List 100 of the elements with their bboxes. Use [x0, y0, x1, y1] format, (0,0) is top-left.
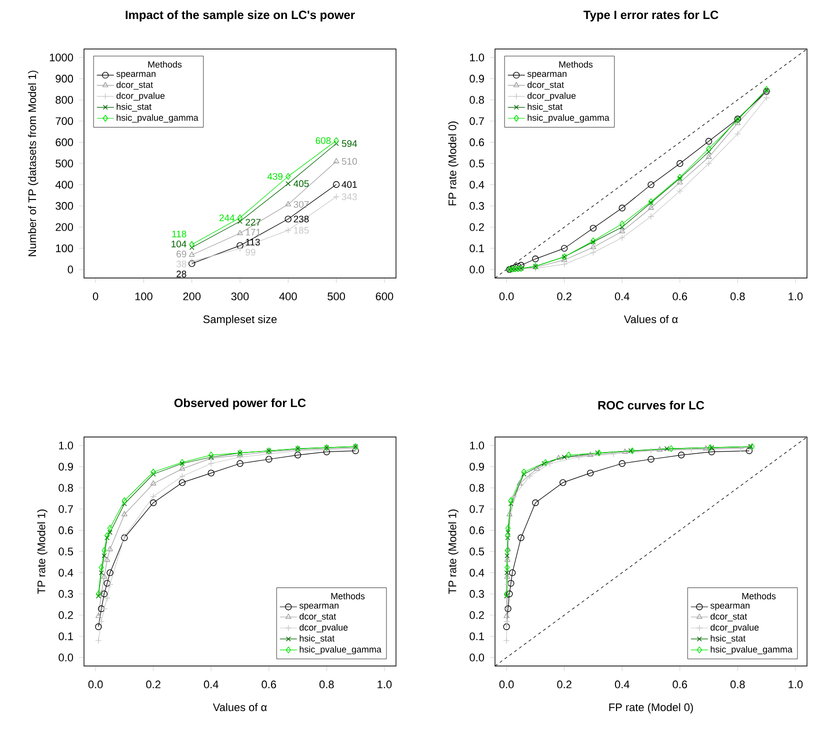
x-tick-label: 0.4	[204, 680, 218, 688]
chart-title: Observed power for LC	[174, 398, 306, 410]
x-axis-title: Sampleset size	[203, 315, 277, 326]
y-tick-label: 0.7	[470, 505, 484, 513]
y-tick-label: 0.0	[58, 654, 74, 662]
x-tick-label: 0.6	[672, 292, 688, 300]
x-tick-label: 1.0	[788, 292, 803, 300]
legend-title: Methods	[331, 592, 365, 600]
y-tick-label: 1.0	[470, 442, 484, 450]
legend-label: spearman	[299, 604, 338, 610]
legend-label: spearman	[527, 72, 566, 79]
legend-label: dcor_pvalue	[710, 624, 759, 632]
x-axis-title: Values of α	[212, 703, 267, 712]
y-tick-label: 0.6	[470, 526, 484, 534]
legend-label: spearman	[116, 72, 156, 79]
y-tick-label: 0.3	[58, 590, 73, 598]
x-tick-label: 0.8	[730, 292, 745, 300]
data-label: 171	[246, 228, 261, 236]
data-label: 238	[294, 216, 309, 222]
legend-label: hsic_stat	[116, 103, 152, 112]
y-tick-label: 300	[56, 202, 74, 210]
legend-label: hsic_stat	[710, 634, 746, 644]
y-tick-label: 0.0	[470, 266, 484, 274]
y-tick-label: 0.3	[470, 202, 484, 210]
legend-label: hsic_stat	[528, 103, 562, 112]
legend-title: Methods	[559, 61, 593, 68]
y-tick-label: 0.3	[470, 590, 484, 598]
x-tick-label: 1.0	[378, 680, 392, 688]
y-tick-label: 700	[56, 117, 74, 125]
y-tick-label: 0.2	[470, 611, 484, 619]
y-axis-title: TP rate (Model 1)	[448, 510, 458, 594]
y-tick-label: 100	[56, 244, 74, 252]
y-tick-label: 0.1	[470, 244, 484, 252]
y-axis-title: FP rate (Model 0)	[448, 122, 458, 206]
x-tick-label: 0.2	[557, 680, 572, 688]
x-tick-label: 0.4	[614, 292, 630, 300]
legend-label: dcor_pvalue	[116, 92, 165, 101]
y-axis-title: Number of TP (datasets from Model 1)	[28, 70, 38, 256]
legend-label: hsic_pvalue_gamma	[300, 646, 382, 654]
y-tick-label: 0.5	[470, 160, 484, 168]
data-label: 28	[176, 270, 186, 278]
data-label: 439	[267, 173, 282, 180]
data-label: 405	[294, 180, 309, 187]
y-tick-label: 0.4	[58, 568, 74, 577]
y-tick-label: 0.6	[470, 138, 484, 146]
x-tick-label: 0	[92, 292, 98, 300]
y-tick-label: 0.4	[470, 180, 484, 189]
chart-title: ROC curves for LC	[598, 400, 704, 410]
data-label: 594	[342, 140, 358, 147]
data-label: 104	[172, 240, 186, 248]
y-axis-title: TP rate (Model 1)	[37, 510, 48, 594]
y-tick-label: 0.7	[58, 505, 73, 513]
y-tick-label: 0.9	[470, 74, 484, 83]
y-tick-label: 0.1	[470, 632, 484, 640]
data-label: 69	[176, 250, 186, 258]
x-tick-label: 100	[135, 292, 152, 300]
x-tick-label: 0.0	[88, 680, 103, 688]
legend-label: dcor_stat	[710, 613, 748, 622]
y-tick-label: 1000	[50, 54, 74, 62]
y-tick-label: 800	[56, 96, 74, 104]
x-tick-label: 0.4	[614, 680, 630, 688]
y-tick-label: 500	[56, 160, 74, 168]
data-label: 307	[294, 201, 309, 208]
y-tick-label: 1.0	[59, 442, 74, 450]
chart-title: Type I error rates for LC	[583, 10, 718, 22]
x-axis-title: FP rate (Model 0)	[609, 703, 693, 714]
y-tick-label: 0.8	[470, 484, 484, 492]
y-tick-label: 0.2	[58, 611, 73, 619]
x-tick-label: 0.2	[557, 292, 572, 300]
data-label: 510	[342, 158, 357, 165]
y-tick-label: 0.1	[58, 632, 73, 640]
data-label: 113	[246, 238, 260, 246]
chart-title: Impact of the sample size on LC's power	[126, 10, 355, 22]
y-tick-label: 0.7	[470, 117, 484, 125]
y-tick-label: 0.0	[470, 654, 484, 662]
legend-label: dcor_stat	[300, 613, 336, 622]
x-tick-label: 0.2	[146, 680, 160, 688]
x-axis-title: Values of α	[624, 315, 678, 324]
y-tick-label: 0.8	[58, 484, 73, 492]
legend-label: dcor_pvalue	[300, 624, 348, 632]
x-tick-label: 0.8	[319, 680, 334, 688]
data-label: 608	[316, 137, 331, 144]
legend-title: Methods	[148, 61, 182, 68]
legend-label: dcor_pvalue	[528, 92, 576, 101]
y-tick-label: 1.0	[470, 54, 484, 62]
data-label: 227	[246, 218, 261, 226]
x-tick-label: 0.0	[499, 292, 514, 300]
x-tick-label: 200	[183, 292, 201, 300]
x-tick-label: 0.6	[262, 680, 276, 688]
x-tick-label: 400	[279, 292, 297, 300]
y-tick-label: 0.2	[470, 223, 484, 231]
y-tick-label: 0	[68, 266, 74, 274]
legend-label: hsic_pvalue_gamma	[528, 114, 610, 123]
x-tick-label: 300	[231, 292, 249, 300]
x-tick-label: 0.0	[499, 680, 514, 688]
data-label: 401	[342, 181, 357, 188]
legend-label: dcor_stat	[116, 81, 153, 90]
y-tick-label: 0.9	[470, 462, 484, 471]
legend-label: hsic_pvalue_gamma	[116, 114, 198, 123]
y-tick-label: 600	[56, 138, 74, 146]
